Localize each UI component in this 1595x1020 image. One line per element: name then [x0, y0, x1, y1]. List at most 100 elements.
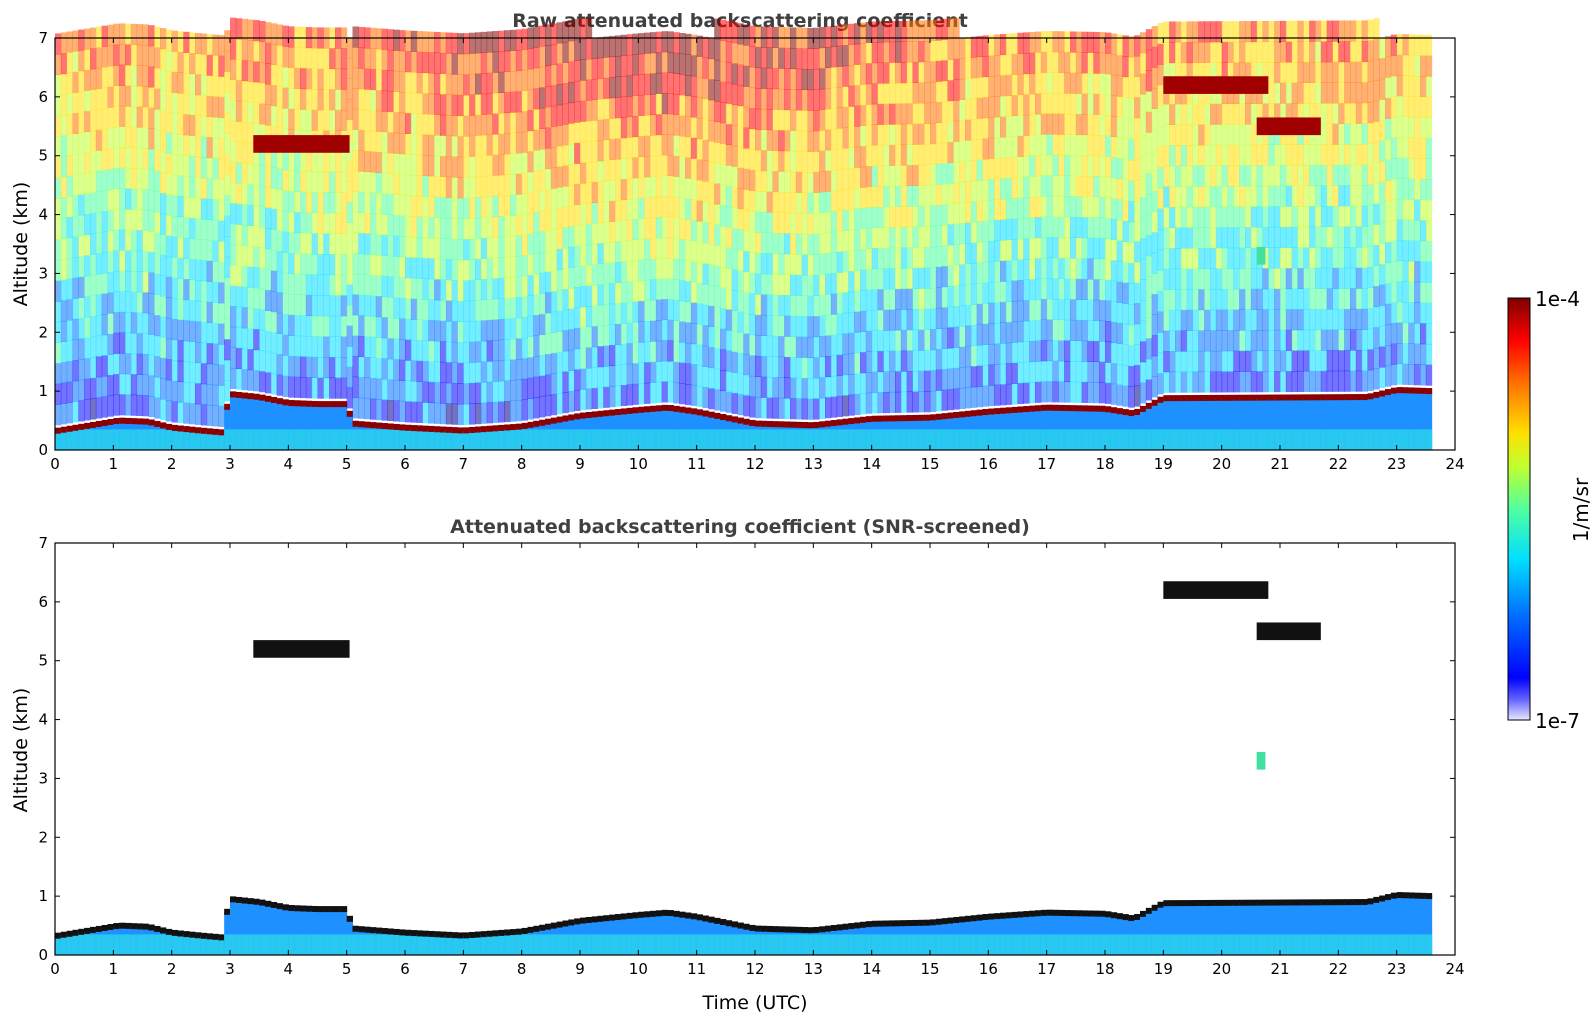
noise-cell: [451, 197, 458, 219]
noise-cell: [545, 292, 552, 314]
bl-lower-cell: [825, 429, 832, 450]
noise-cell: [585, 182, 593, 204]
noise-cell: [655, 381, 663, 403]
noise-cell: [970, 57, 978, 79]
noise-cell: [918, 185, 925, 207]
noise-cell: [136, 85, 143, 108]
noise-cell: [1122, 97, 1129, 119]
noise-cell: [556, 372, 563, 394]
noise-cell: [1011, 95, 1018, 117]
noise-cell: [1046, 257, 1053, 279]
noise-cell: [854, 270, 861, 292]
noise-cell: [346, 222, 353, 244]
noise-cell: [924, 391, 931, 413]
noise-cell: [265, 207, 272, 229]
noise-cell: [994, 137, 1001, 159]
noise-cell: [1116, 137, 1123, 159]
noise-cell: [1309, 82, 1316, 104]
noise-cell: [778, 130, 785, 152]
noise-cell: [1274, 144, 1281, 166]
noise-cell: [95, 170, 103, 192]
noise-cell: [1367, 60, 1374, 82]
noise-cell: [370, 192, 377, 214]
noise-cell: [1058, 278, 1065, 300]
bl-lower-cell: [976, 429, 983, 450]
noise-cell: [743, 127, 750, 149]
noise-cell: [825, 294, 832, 316]
noise-cell: [690, 281, 698, 303]
noise-cell: [265, 372, 272, 394]
noise-cell: [1099, 155, 1106, 177]
noise-cell: [235, 368, 243, 390]
bl-lower-cell: [842, 429, 849, 450]
noise-cell: [1250, 247, 1258, 269]
noise-cell: [317, 68, 324, 90]
layer-top-cell: [504, 424, 511, 431]
bl-cell: [1402, 390, 1409, 450]
noise-cell: [912, 103, 919, 125]
noise-cell: [545, 230, 552, 252]
noise-cell: [836, 334, 843, 356]
noise-cell: [760, 232, 768, 254]
noise-cell: [1052, 51, 1059, 73]
noise-cell: [381, 275, 388, 298]
bl-cell: [300, 403, 307, 450]
layer-top-cell: [865, 416, 873, 423]
noise-cell: [130, 209, 138, 231]
noise-cell: [142, 230, 149, 252]
noise-cell: [644, 217, 651, 240]
noise-cell: [95, 129, 103, 151]
noise-cell: [1145, 111, 1153, 133]
noise-cell: [475, 73, 482, 95]
noise-cell: [679, 156, 686, 178]
noise-cell: [1122, 56, 1129, 78]
noise-cell: [935, 204, 943, 226]
noise-cell: [1280, 226, 1287, 248]
noise-cell: [405, 112, 412, 134]
bl-lower-cell: [1262, 429, 1269, 450]
noise-cell: [434, 340, 441, 363]
noise-cell: [650, 279, 657, 301]
noise-cell: [1215, 206, 1223, 228]
noise-cell: [224, 380, 231, 402]
noise-cell: [924, 123, 931, 145]
noise-cell: [358, 129, 365, 152]
noise-cell: [1291, 41, 1298, 63]
noise-cell: [195, 259, 202, 281]
noise-cell: [241, 245, 248, 267]
noise-cell: [1303, 350, 1310, 372]
bl-cell: [323, 404, 330, 450]
layer-top-cell: [340, 401, 348, 408]
noise-cell: [912, 206, 919, 228]
noise-cell: [982, 35, 989, 57]
noise-cell: [515, 276, 523, 298]
noise-cell: [574, 348, 581, 370]
noise-cell: [1379, 284, 1386, 306]
noise-cell: [1064, 31, 1071, 53]
noise-cell: [405, 133, 412, 155]
noise-cell: [171, 380, 178, 402]
bl-lower-cell: [195, 430, 202, 450]
noise-cell: [1338, 226, 1345, 248]
noise-cell: [1309, 247, 1316, 269]
noise-cell: [1140, 217, 1147, 239]
noise-cell: [702, 366, 709, 388]
noise-cell: [66, 155, 73, 177]
noise-cell: [1052, 298, 1059, 321]
noise-cell: [323, 336, 330, 358]
noise-cell: [1140, 197, 1147, 219]
bl-lower-cell: [585, 429, 593, 450]
noise-cell: [247, 349, 254, 371]
noise-cell: [1029, 155, 1036, 177]
noise-cell: [1058, 93, 1065, 115]
noise-cell: [1280, 185, 1287, 207]
noise-cell: [451, 321, 458, 343]
noise-cell: [895, 350, 902, 372]
bl-cell: [1210, 397, 1217, 450]
noise-cell: [644, 259, 651, 281]
noise-cell: [912, 391, 919, 413]
noise-cell: [1256, 226, 1263, 249]
noise-cell: [510, 400, 517, 422]
noise-cell: [130, 374, 138, 396]
noise-cell: [183, 237, 190, 259]
